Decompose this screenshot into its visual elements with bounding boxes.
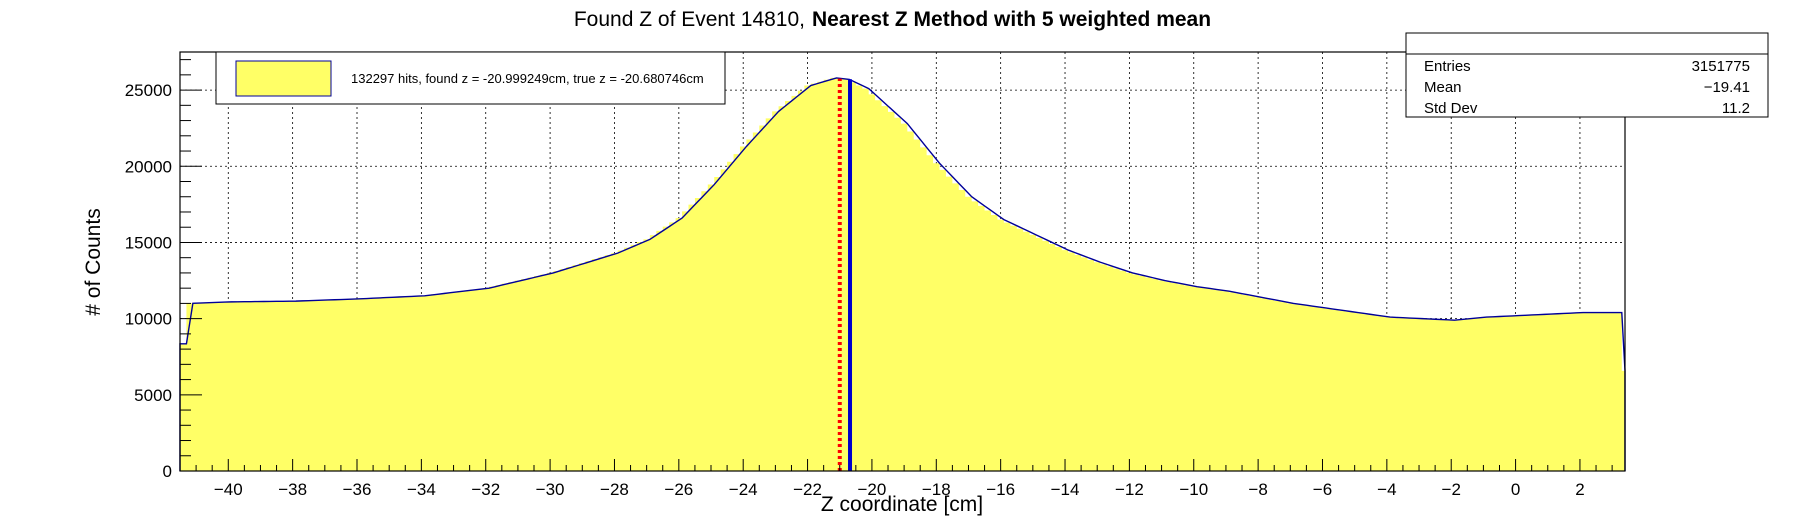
y-tick-label: 15000	[125, 233, 172, 252]
x-tick-label: −40	[214, 480, 243, 499]
x-tick-label: −10	[1179, 480, 1208, 499]
histogram-outline	[179, 77, 1626, 471]
x-tick-label: −8	[1248, 480, 1267, 499]
x-tick-label: −26	[664, 480, 693, 499]
x-tick-label: −34	[407, 480, 436, 499]
stats-stddev-label: Std Dev	[1424, 100, 1478, 117]
x-tick-label: −12	[1115, 480, 1144, 499]
x-tick-label: −32	[471, 480, 500, 499]
chart-title-part1: Found Z of Event 14810,	[574, 8, 805, 31]
stats-stddev-value: 11.2	[1722, 100, 1750, 117]
stats-entries-label: Entries	[1424, 58, 1471, 75]
histogram-fill	[180, 77, 1625, 471]
y-axis-label: # of Counts	[82, 208, 105, 315]
x-tick-label: −14	[1051, 480, 1080, 499]
y-tick-labels: 0 5000 10000 15000 20000 25000	[125, 81, 172, 481]
x-tick-label: 2	[1575, 480, 1584, 499]
x-tick-label: −20	[858, 480, 887, 499]
stats-mean-value: −19.41	[1704, 79, 1750, 96]
legend-entry-label: 132297 hits, found z = -20.999249cm, tru…	[351, 71, 704, 86]
stats-entries-value: 3151775	[1692, 58, 1750, 75]
x-tick-label: −16	[986, 480, 1015, 499]
x-tick-label: −22	[793, 480, 822, 499]
plot-frame	[179, 51, 1626, 472]
legend-swatch	[235, 60, 332, 97]
x-tick-labels: −40 −38 −36 −34 −32 −30 −28 −26 −24 −22 −20 −18 −16−…	[214, 480, 1585, 499]
x-tick-label: −18	[922, 480, 951, 499]
x-tick-label: −30	[536, 480, 565, 499]
x-tick-label: −28	[600, 480, 629, 499]
y-tick-label: 10000	[125, 310, 172, 329]
x-tick-label: −2	[1442, 480, 1461, 499]
y-tick-label: 5000	[134, 386, 172, 405]
stats-box: Entries 3151775 Mean −19.41 Std Dev 11.2	[1405, 32, 1769, 118]
x-tick-label: −24	[729, 480, 758, 499]
y-tick-label: 20000	[125, 157, 172, 176]
chart-title-part2: Nearest Z Method with 5 weighted mean	[812, 8, 1211, 31]
x-tick-label: −36	[343, 480, 372, 499]
x-tick-label: −6	[1313, 480, 1332, 499]
x-tick-label: −4	[1377, 480, 1396, 499]
x-tick-label: −38	[278, 480, 307, 499]
stats-mean-label: Mean	[1424, 79, 1462, 96]
x-tick-label: 0	[1511, 480, 1520, 499]
axis-ticks	[179, 59, 1613, 472]
legend-box: 132297 hits, found z = -20.999249cm, tru…	[215, 51, 726, 105]
y-tick-label: 25000	[125, 81, 172, 100]
x-axis-label: Z coordinate [cm]	[821, 493, 983, 516]
y-tick-label: 0	[163, 462, 172, 481]
